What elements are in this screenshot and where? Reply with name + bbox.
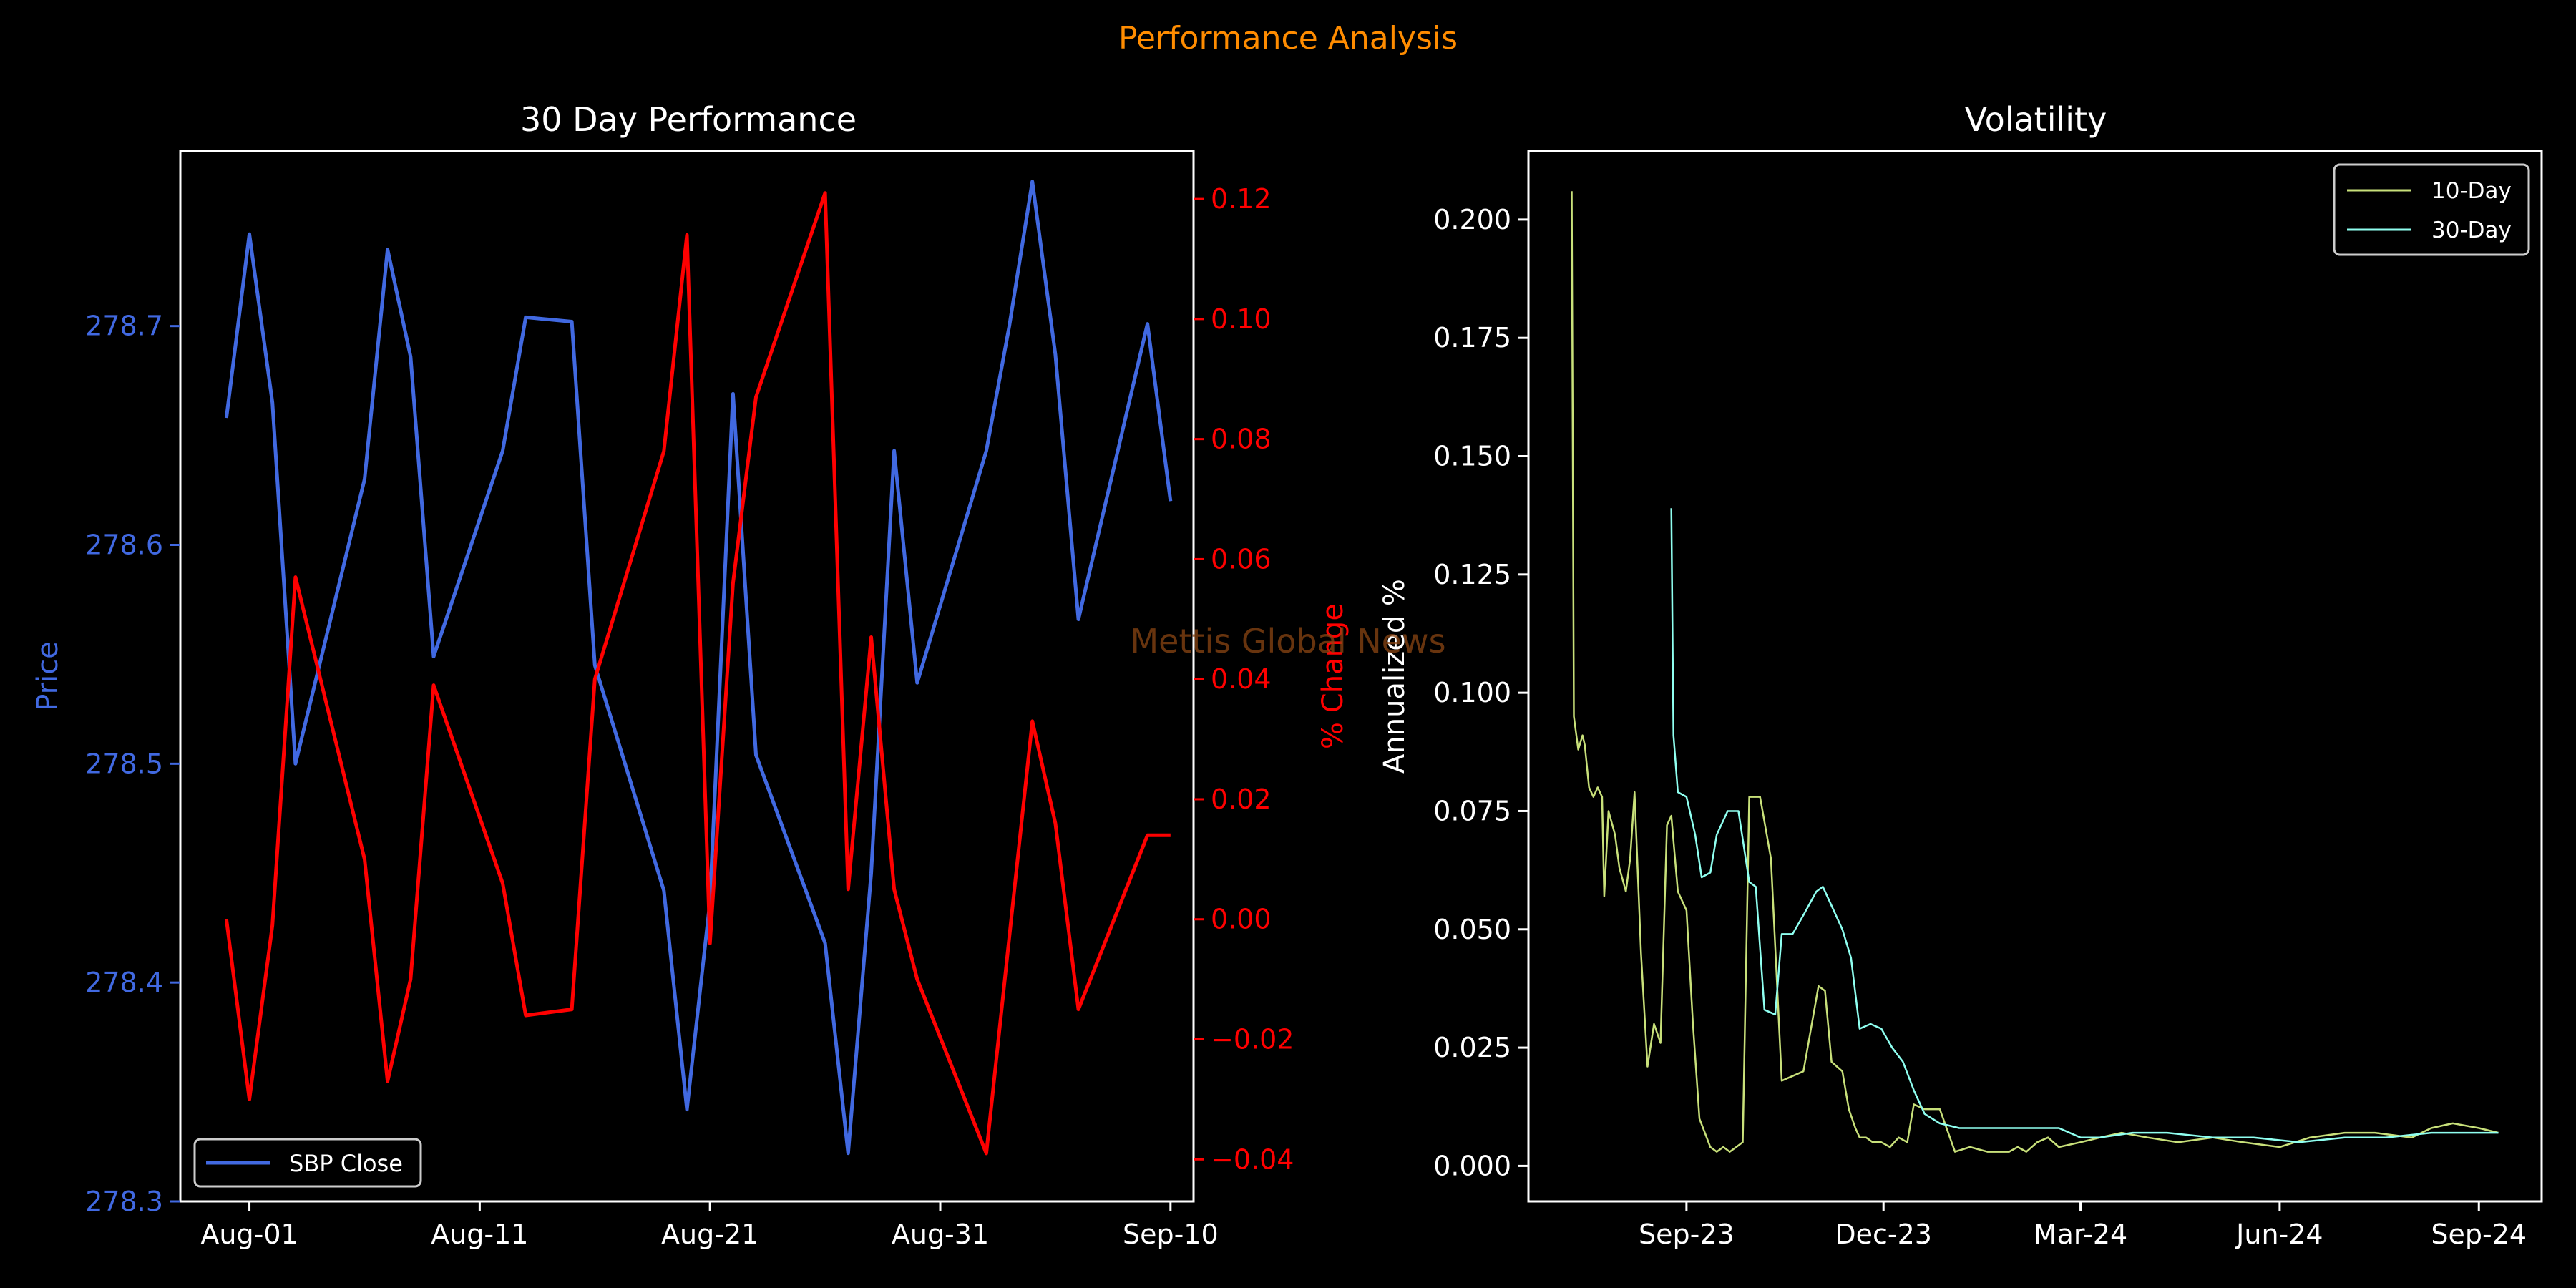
l-y-tick-label: 278.5 xyxy=(85,748,163,779)
volatility-legend: 10-Day 30-Day xyxy=(2333,163,2530,256)
l-x-tick-label: Aug-31 xyxy=(892,1219,989,1250)
l-y2-tick-label: 0.12 xyxy=(1211,183,1272,215)
watermark-text: Mettis Global News xyxy=(1130,622,1445,660)
series-line-10-day xyxy=(1571,191,2499,1153)
l-x-tick-label: Sep-10 xyxy=(1123,1219,1219,1250)
volatility-axes-frame xyxy=(1527,150,2543,1203)
l-x-tick-label: Aug-01 xyxy=(200,1219,298,1250)
performance-ylabel-pct: % Change xyxy=(1317,603,1350,749)
performance-legend: SBP Close xyxy=(193,1138,422,1188)
volatility-ylabel: Annualized % xyxy=(1378,579,1411,774)
r-x-tick-label: Sep-24 xyxy=(2431,1219,2527,1250)
r-y-tick-label: 0.175 xyxy=(1433,322,1511,353)
performance-series xyxy=(224,180,1173,1156)
r-y-tick-label: 0.150 xyxy=(1433,441,1511,472)
performance-chart: 30 Day Performance Aug-01 Aug-11 Aug-21 Aug… xyxy=(31,100,1350,1250)
performance-y-axis-pct: −0.04 −0.02 0.00 0.02 0.04 0.06 0.08 0.10 0.12 xyxy=(1194,183,1294,1175)
l-y2-tick-label: 0.02 xyxy=(1211,784,1272,815)
l-x-tick-label: Aug-21 xyxy=(661,1219,758,1250)
performance-legend-box xyxy=(193,1138,422,1188)
volatility-chart: Volatility Sep-23 Dec-23 Mar-24 Jun-24 Sep-2… xyxy=(1378,100,2543,1250)
l-y2-tick-label: 0.08 xyxy=(1211,424,1272,455)
performance-ylabel-price: Price xyxy=(31,641,64,711)
l-x-tick-label: Aug-11 xyxy=(431,1219,528,1250)
l-y-tick-label: 278.7 xyxy=(85,311,163,342)
r-y-tick-label: 0.075 xyxy=(1433,795,1511,826)
l-y-tick-label: 278.6 xyxy=(85,530,163,561)
performance-axes-frame xyxy=(179,150,1195,1203)
volatility-legend-box xyxy=(2333,163,2530,256)
performance-chart-title: 30 Day Performance xyxy=(520,100,857,139)
r-y-tick-label: 0.125 xyxy=(1433,559,1511,590)
r-x-tick-label: Mar-24 xyxy=(2034,1219,2127,1250)
performance-legend-label-sbp-close: SBP Close xyxy=(289,1150,403,1177)
l-y2-tick-label: −0.04 xyxy=(1211,1143,1294,1175)
l-y2-tick-label: 0.00 xyxy=(1211,904,1272,935)
r-y-tick-label: 0.000 xyxy=(1433,1150,1511,1181)
r-x-tick-label: Jun-24 xyxy=(2235,1219,2323,1250)
l-y2-tick-label: −0.02 xyxy=(1211,1024,1294,1055)
r-x-tick-label: Dec-23 xyxy=(1835,1219,1932,1250)
r-y-tick-label: 0.025 xyxy=(1433,1032,1511,1063)
volatility-series xyxy=(1571,191,2499,1153)
volatility-x-axis: Sep-23 Dec-23 Mar-24 Jun-24 Sep-24 xyxy=(1639,1201,2527,1250)
r-y-tick-label: 0.100 xyxy=(1433,677,1511,708)
l-y-tick-label: 278.3 xyxy=(85,1186,163,1217)
l-y2-tick-label: 0.06 xyxy=(1211,543,1272,575)
volatility-legend-label-10-day: 10-Day xyxy=(2431,178,2512,204)
l-y-tick-label: 278.4 xyxy=(85,967,163,998)
performance-y-axis-price: 278.3 278.4 278.5 278.6 278.7 xyxy=(85,311,180,1217)
r-x-tick-label: Sep-23 xyxy=(1639,1219,1735,1250)
l-y2-tick-label: 0.04 xyxy=(1211,663,1272,695)
volatility-legend-label-30-day: 30-Day xyxy=(2431,218,2512,243)
figure-suptitle: Performance Analysis xyxy=(1118,20,1458,57)
r-y-tick-label: 0.050 xyxy=(1433,914,1511,945)
volatility-y-axis: 0.000 0.025 0.050 0.075 0.100 0.125 0.150 0.175… xyxy=(1433,204,1528,1181)
series-line-pct-change xyxy=(224,191,1171,1156)
r-y-tick-label: 0.200 xyxy=(1433,204,1511,235)
performance-x-axis: Aug-01 Aug-11 Aug-21 Aug-31 Sep-10 xyxy=(200,1201,1219,1250)
volatility-chart-title: Volatility xyxy=(1965,100,2107,139)
l-y2-tick-label: 0.10 xyxy=(1211,303,1272,335)
series-line-30-day xyxy=(1670,508,2499,1143)
